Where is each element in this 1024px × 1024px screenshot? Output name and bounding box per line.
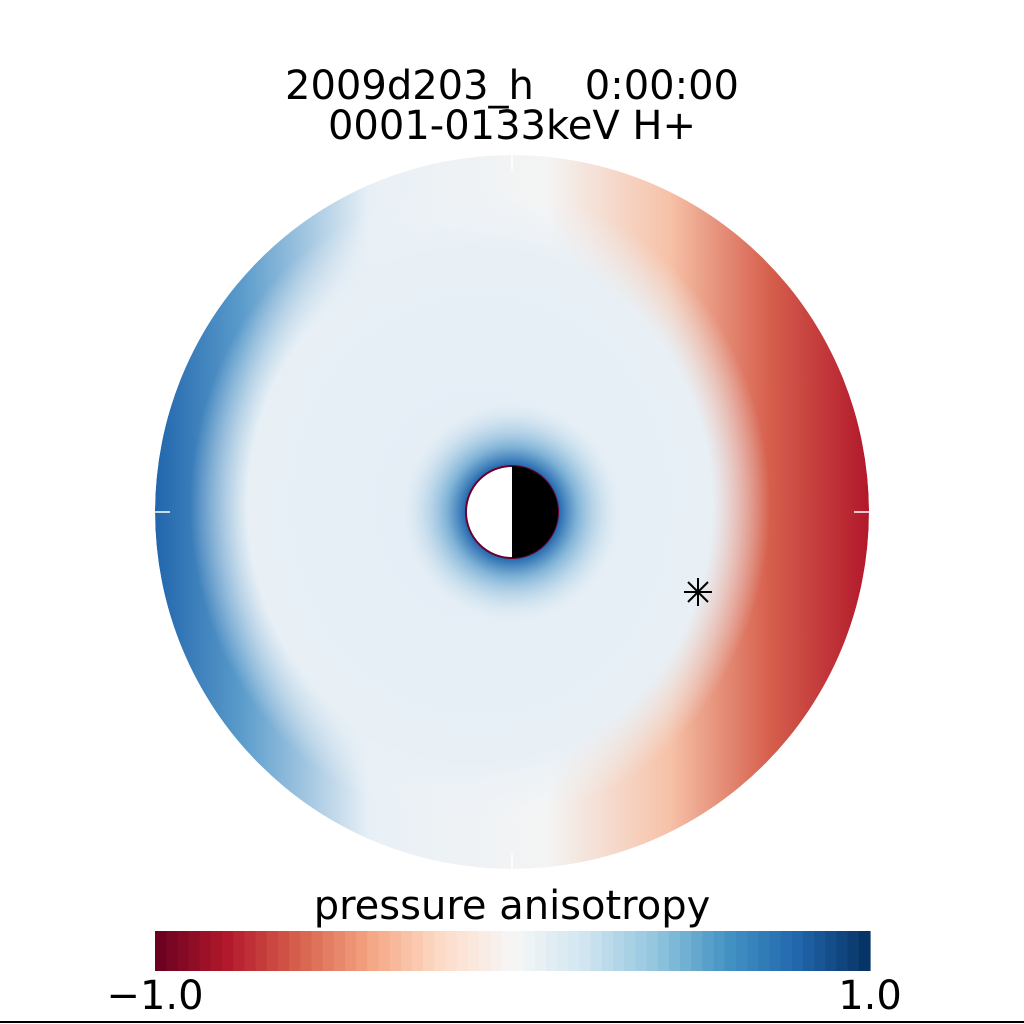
colorbar-swatch [590,931,603,971]
colorbar-swatch [836,931,849,971]
axis-ticks [155,155,869,869]
colorbar-swatch [456,931,469,971]
colorbar-swatch [613,931,625,971]
marker [684,578,712,606]
colorbar-swatch [601,931,614,971]
colorbar-swatch [724,931,737,971]
colorbar-swatch [847,931,860,971]
colorbar-swatch [356,931,368,971]
colorbar-swatch [579,931,592,971]
colorbar-swatch [546,931,558,971]
colorbar-swatch [311,931,324,971]
colorbar-swatch [233,931,245,971]
colorbar-swatch [635,931,648,971]
colorbar-swatch [747,931,759,971]
colorbar-tick-label: 1.0 [838,973,902,1019]
earth [465,465,559,559]
chart-subtitle: 0001-0133keV H+ [328,103,696,149]
colorbar-swatch [668,931,681,971]
colorbar-swatch [780,931,793,971]
colorbar-swatch [222,931,234,971]
colorbar-swatch [188,931,201,971]
colorbar-swatch [255,931,268,971]
colorbar-swatch [814,931,826,971]
colorbar-swatch [199,931,212,971]
chart-title: 2009d203_h 0:00:00 [285,63,739,109]
colorbar-swatch [523,931,536,971]
colorbar-swatch [802,931,815,971]
colorbar-swatch [367,931,380,971]
colorbar-swatch [478,931,491,971]
colorbar-swatch [702,931,715,971]
colorbar-swatch [411,931,424,971]
colorbar-swatch [389,931,402,971]
colorbar-swatch [791,931,804,971]
colorbar-swatch [177,931,190,971]
colorbar: −1.0 1.0 [106,931,902,1019]
colorbar-swatch [244,931,257,971]
colorbar-swatch [210,931,223,971]
colorbar-swatch [512,931,525,971]
colorbar-swatch [378,931,391,971]
colorbar-swatch [277,931,290,971]
colorbar-swatch [568,931,581,971]
colorbar-tick-label: −1.0 [106,973,203,1019]
colorbar-swatch [344,931,357,971]
colorbar-swatch [490,931,502,971]
colorbar-swatch [445,931,458,971]
colorbar-swatch [534,931,547,971]
colorbar-swatch [501,931,514,971]
colorbar-swatch [400,931,413,971]
colorbar-swatch [858,931,871,971]
colorbar-swatch [657,931,670,971]
colorbar-swatch [680,931,692,971]
colorbar-swatch [423,931,435,971]
colorbar-label: pressure anisotropy [314,883,711,929]
colorbar-swatch [646,931,659,971]
colorbar-swatch [691,931,704,971]
colorbar-swatch [769,931,782,971]
colorbar-swatch [266,931,279,971]
colorbar-swatch [289,931,301,971]
colorbar-swatch [713,931,726,971]
colorbar-swatch [624,931,636,971]
colorbar-swatch [166,931,178,971]
colorbar-swatch [155,931,167,971]
colorbar-swatch [333,931,346,971]
colorbar-swatch [557,931,569,971]
colorbar-swatch [735,931,748,971]
colorbar-swatch [300,931,313,971]
colorbar-swatch [758,931,771,971]
colorbar-swatch [434,931,447,971]
colorbar-swatch [825,931,838,971]
colorbar-swatch [467,931,480,971]
colorbar-swatch [322,931,335,971]
